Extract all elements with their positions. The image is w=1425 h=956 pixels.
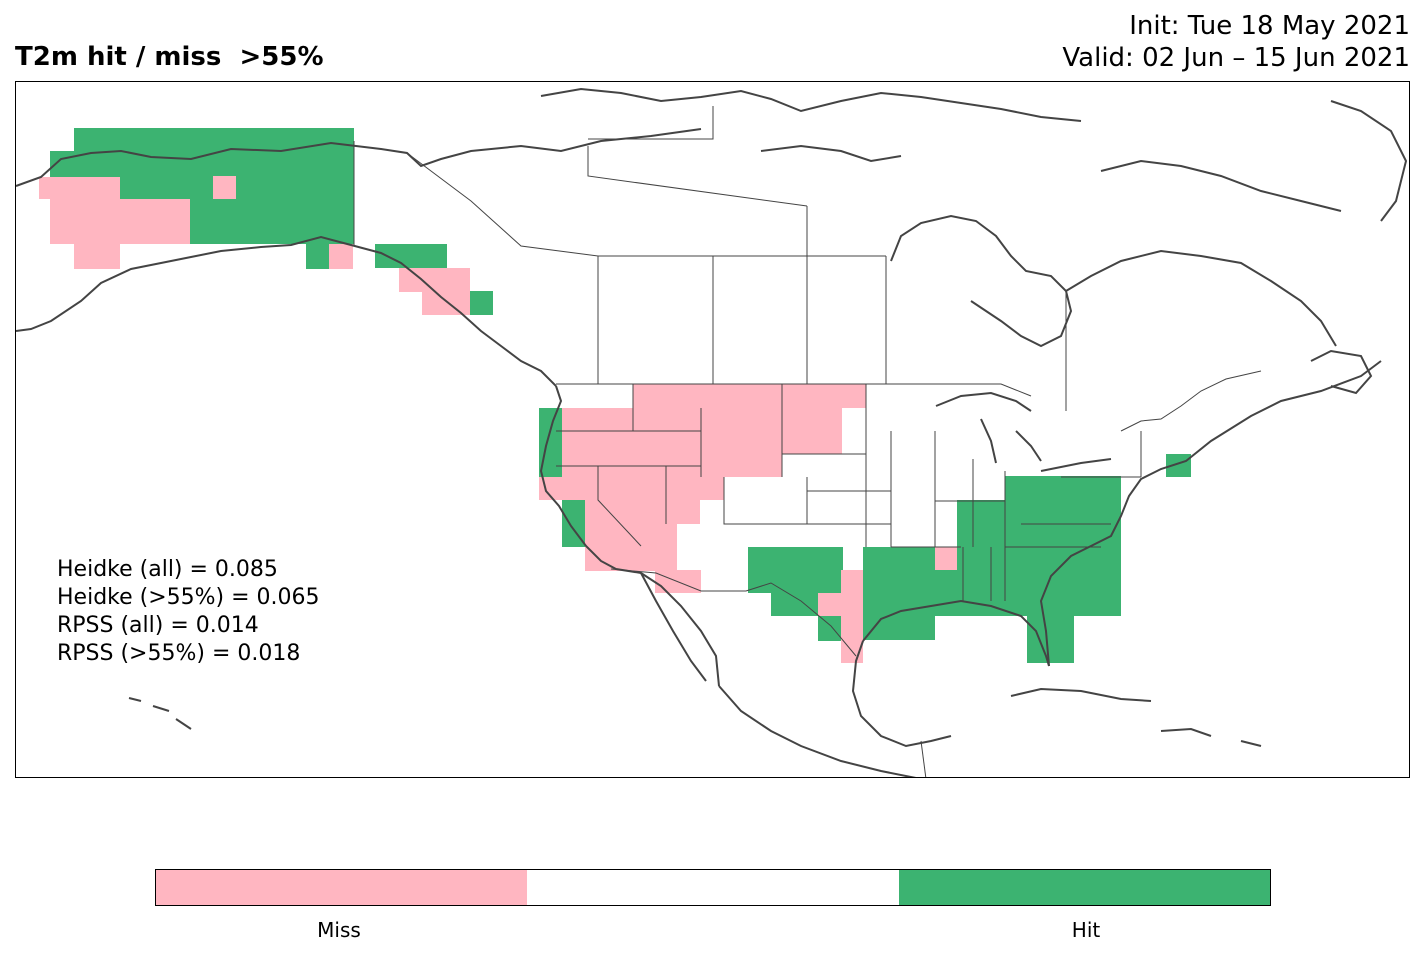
legend-colorbar <box>155 869 1271 906</box>
rpss-all: RPSS (all) = 0.014 <box>57 613 259 638</box>
miss-label: Miss <box>317 918 361 942</box>
rpss-55: RPSS (>55%) = 0.018 <box>57 641 301 666</box>
valid-period: Valid: 02 Jun – 15 Jun 2021 <box>1062 43 1410 73</box>
neutral-swatch <box>527 870 899 905</box>
coastlines <box>16 87 1408 777</box>
hit-miss-grid <box>39 128 1191 663</box>
hit-label: Hit <box>1071 918 1101 942</box>
miss-swatch <box>156 870 528 905</box>
miss-cells <box>39 176 957 663</box>
map-panel <box>15 81 1410 778</box>
verification-scores: Heidke (all) = 0.085 Heidke (>55%) = 0.0… <box>57 556 320 668</box>
map-title: T2m hit / miss >55% <box>15 42 324 72</box>
hit-cells <box>50 128 1191 663</box>
heidke-55: Heidke (>55%) = 0.065 <box>57 585 320 610</box>
hit-swatch <box>898 870 1270 905</box>
heidke-all: Heidke (all) = 0.085 <box>57 557 278 582</box>
political-borders <box>353 106 1262 777</box>
init-date: Init: Tue 18 May 2021 <box>1129 11 1410 41</box>
forecast-dates: Init: Tue 18 May 2021 Valid: 02 Jun – 15… <box>1062 10 1410 74</box>
